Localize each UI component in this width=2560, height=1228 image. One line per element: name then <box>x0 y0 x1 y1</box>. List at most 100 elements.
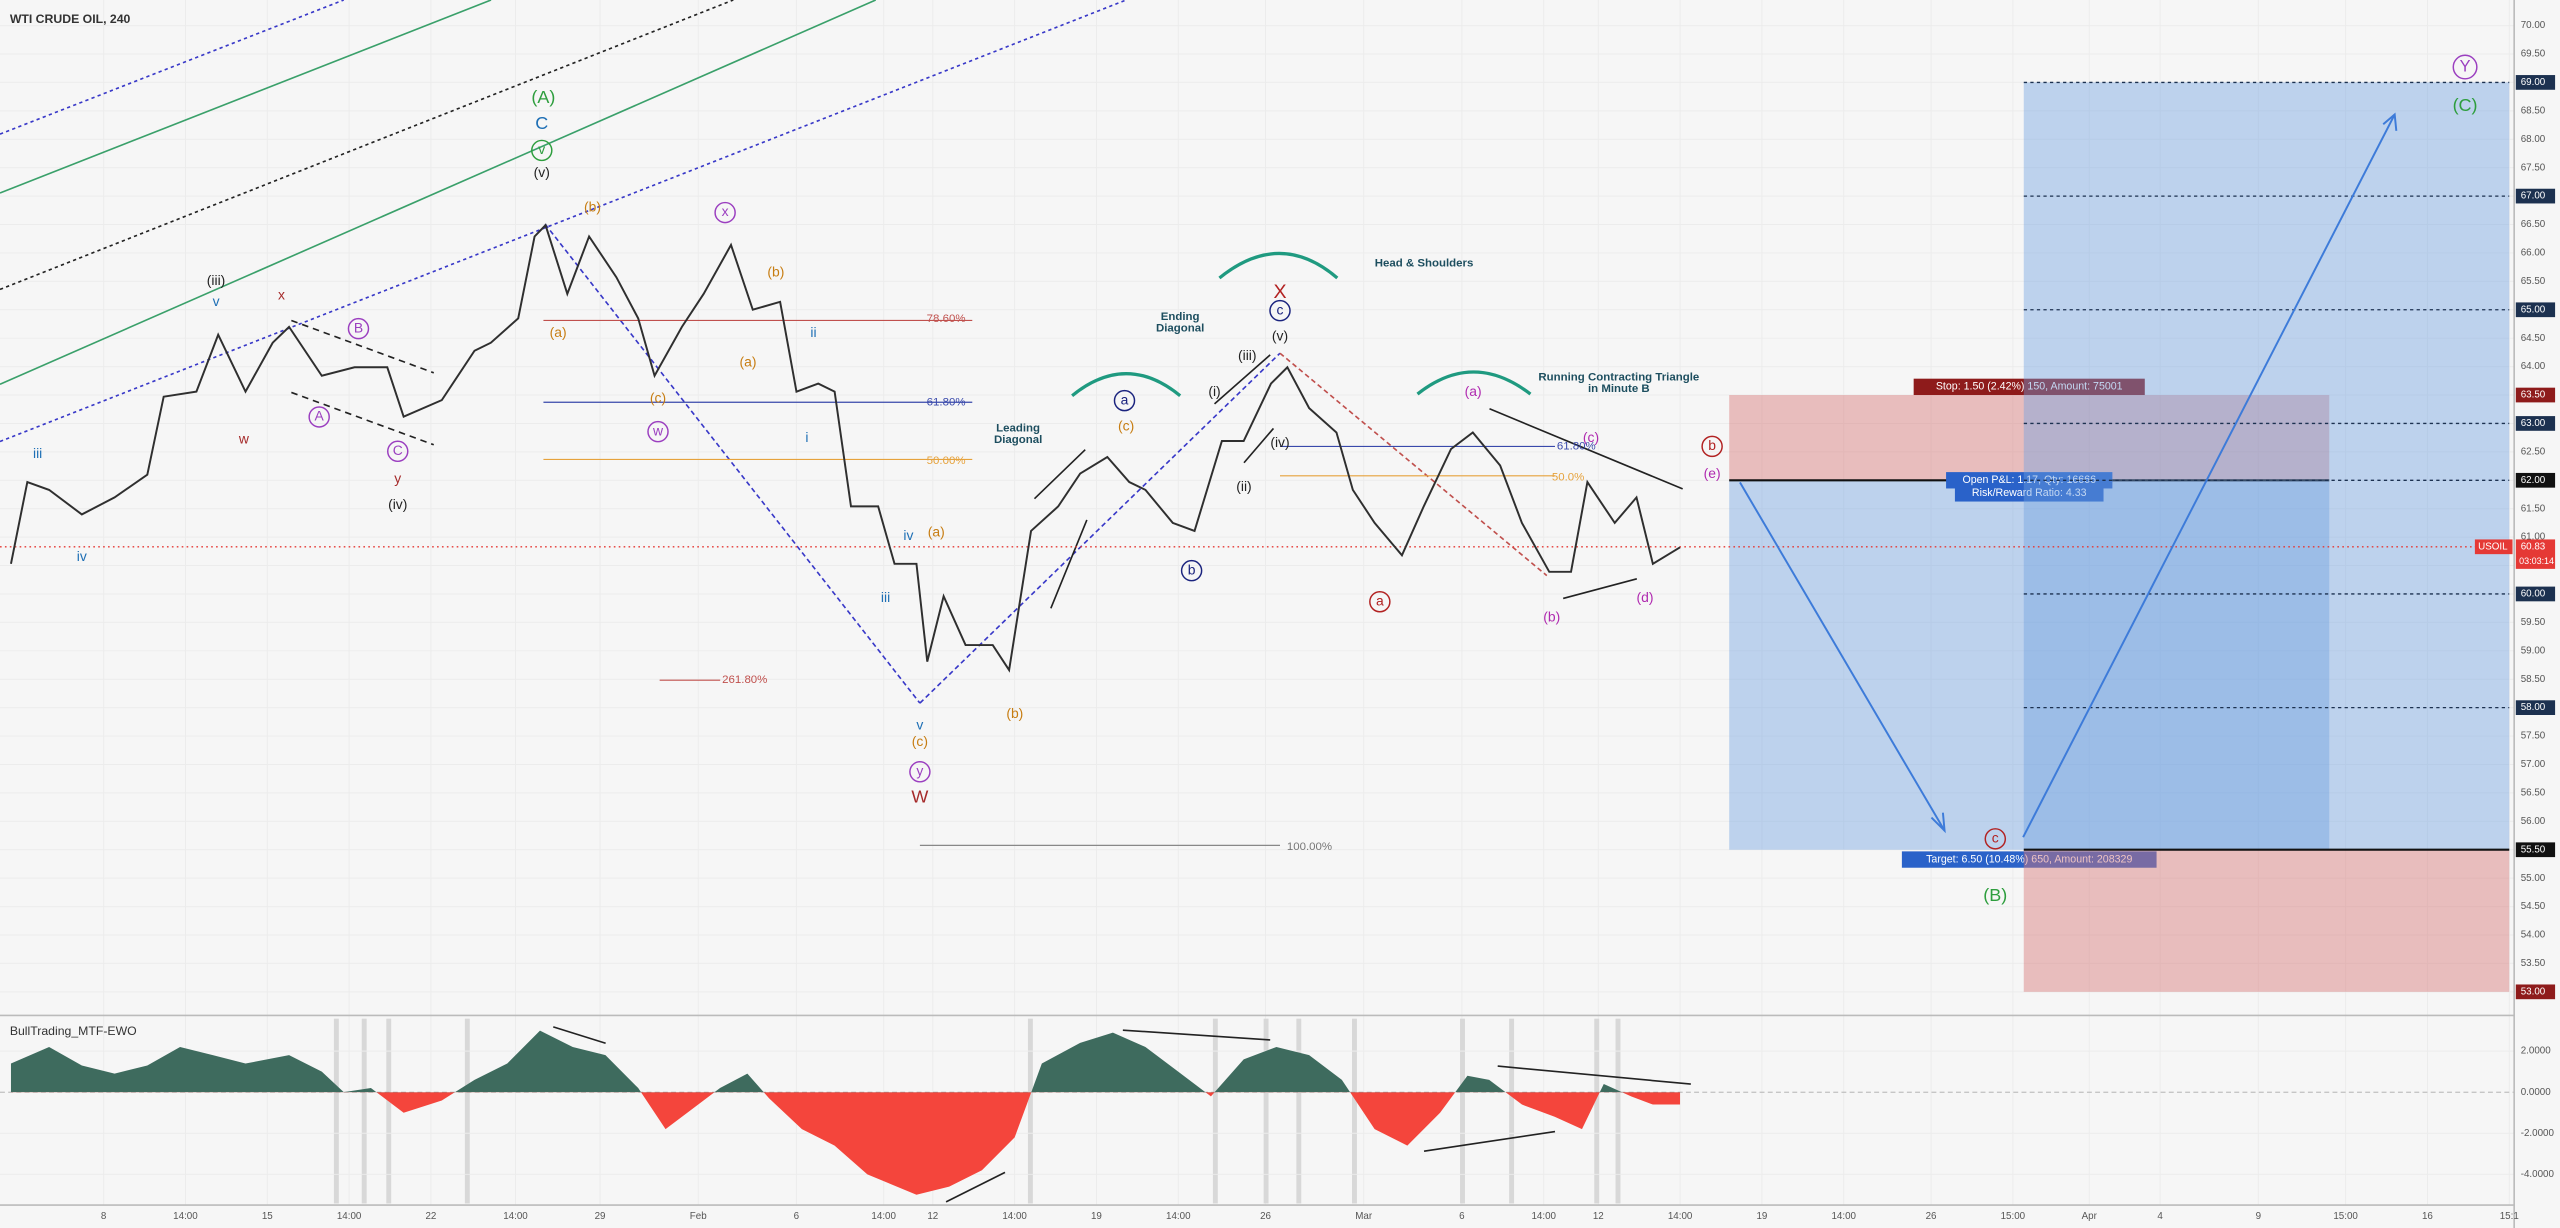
position-label: Stop: 1.50 (2.42%) 150, Amount: 75001 <box>1936 381 2123 393</box>
wave-label: (c) <box>1583 429 1599 445</box>
divergence <box>1122 1029 1271 1041</box>
label-circle <box>1369 590 1391 613</box>
stripe <box>1212 1018 1218 1204</box>
wave-label: 61.80% <box>1557 440 1596 452</box>
wave-label: (A) <box>531 87 555 107</box>
wave-label: i <box>805 429 808 445</box>
x-tick-label: 26 <box>1926 1211 1937 1222</box>
price-line <box>10 223 1681 673</box>
y-tick-label: -4.0000 <box>2521 1169 2555 1180</box>
divergence <box>1497 1065 1691 1085</box>
wave-label: (a) <box>1465 383 1482 399</box>
wave-label: Y <box>2460 57 2471 75</box>
wave-label: 50.00% <box>927 455 966 467</box>
x-tick-label: 14:00 <box>1166 1211 1191 1222</box>
wave-label: Running Contracting Triangle <box>1538 372 1699 384</box>
wave-label: x <box>722 203 729 219</box>
stripe <box>1509 1018 1515 1204</box>
price-label-box <box>2515 984 2556 1000</box>
price-label: 58.00 <box>2521 702 2546 713</box>
trend-line <box>1050 519 1088 609</box>
wave-label: W <box>911 787 928 807</box>
y-tick-label: 69.50 <box>2521 49 2546 60</box>
wave-label: x <box>278 287 285 303</box>
arrows <box>1739 112 2398 838</box>
price-label: 62.00 <box>2521 475 2546 486</box>
y-tick-label: 58.50 <box>2521 674 2546 685</box>
wave-label: (B) <box>1983 885 2007 905</box>
wave-label: (iii) <box>207 272 226 288</box>
stripe <box>1594 1018 1600 1204</box>
label-circle <box>531 139 553 162</box>
x-tick-label: 14:00 <box>1002 1211 1027 1222</box>
wave-label: y <box>394 470 401 486</box>
label-circle <box>909 761 931 783</box>
wave-label: 100.00% <box>1287 841 1332 853</box>
grid <box>0 0 2514 1205</box>
price-label-box <box>2515 472 2556 488</box>
countdown-label: 03:03:14 <box>2519 556 2554 566</box>
trend-line <box>1279 352 1548 577</box>
stop-zone <box>2023 849 2510 992</box>
stripe <box>1460 1018 1465 1204</box>
price-label-box <box>2515 586 2556 602</box>
x-tick-label: 15 <box>262 1211 273 1222</box>
x-tick-label: 14:00 <box>1668 1211 1693 1222</box>
wave-label: in Minute B <box>1588 383 1650 395</box>
channel-line <box>0 0 877 386</box>
x-tick-label: 15:00 <box>2333 1211 2358 1222</box>
arrow <box>2022 114 2396 838</box>
label-circle <box>1180 559 1203 582</box>
x-tick-label: 8 <box>101 1211 107 1222</box>
y-tick-label: 57.50 <box>2521 731 2546 742</box>
label-circle <box>1113 389 1136 412</box>
position-label: Open P&L: 1.17, Qty: 16666 <box>1962 474 2096 486</box>
ewo-area-positive <box>10 1030 1681 1093</box>
y-tick-label: 55.00 <box>2521 873 2546 884</box>
stripe <box>1263 1018 1269 1204</box>
wave-label: X <box>1273 281 1286 303</box>
x-tick-label: 26 <box>1260 1211 1271 1222</box>
wave-label: (C) <box>2453 95 2478 115</box>
label-circle <box>1984 828 2007 850</box>
y-tick-label: 68.00 <box>2521 134 2546 145</box>
x-tick-label: 12 <box>927 1211 938 1222</box>
channel-line <box>0 0 1127 443</box>
y-tick-label: -2.0000 <box>2521 1128 2555 1139</box>
x-tick-label: 19 <box>1756 1211 1767 1222</box>
y-tick-label: 0.0000 <box>2521 1087 2552 1098</box>
position-label: Target: 6.50 (10.48%) 650, Amount: 20832… <box>1926 853 2132 865</box>
divergence <box>945 1171 1006 1203</box>
wave-label: (ii) <box>1236 478 1251 494</box>
x-tick-label: 15:1 <box>2500 1211 2519 1222</box>
y-tick-label: 64.50 <box>2521 333 2546 344</box>
price-label-box <box>2515 302 2556 318</box>
divergence <box>553 1026 606 1045</box>
wave-label: C <box>535 113 548 133</box>
price-label: 67.00 <box>2521 191 2546 202</box>
y-tick-label: 66.50 <box>2521 219 2546 230</box>
y-tick-label: 59.00 <box>2521 645 2546 656</box>
wave-label: 78.60% <box>927 313 966 325</box>
wave-label: v <box>213 293 220 309</box>
x-tick-label: 14:00 <box>173 1211 198 1222</box>
wave-label: ii <box>810 324 816 340</box>
x-tick-label: 9 <box>2256 1211 2261 1222</box>
y-tick-label: 56.00 <box>2521 816 2546 827</box>
wave-label: (i) <box>1208 383 1220 399</box>
stripe <box>1027 1018 1033 1204</box>
series-label-box <box>2474 539 2513 555</box>
y-tick-label: 61.50 <box>2521 503 2546 514</box>
indicator-title: BullTrading_MTF-EWO <box>10 1024 137 1038</box>
wave-label: (b) <box>584 198 601 214</box>
wave-label: B <box>354 319 363 335</box>
shoulder-arc <box>1416 370 1532 396</box>
label-circle <box>1269 299 1291 322</box>
wave-label: (d) <box>1637 589 1654 605</box>
arrow-head <box>2382 112 2398 131</box>
current-price-label: 60.83 <box>2521 541 2546 552</box>
label-circle <box>386 440 409 463</box>
stripe <box>361 1018 367 1204</box>
x-tick-label: Feb <box>690 1211 707 1222</box>
